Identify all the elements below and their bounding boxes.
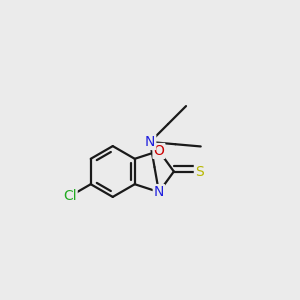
Text: O: O [154,144,164,158]
Text: S: S [195,164,204,178]
Text: Cl: Cl [63,189,76,203]
Text: N: N [145,135,155,149]
Text: N: N [154,185,164,199]
